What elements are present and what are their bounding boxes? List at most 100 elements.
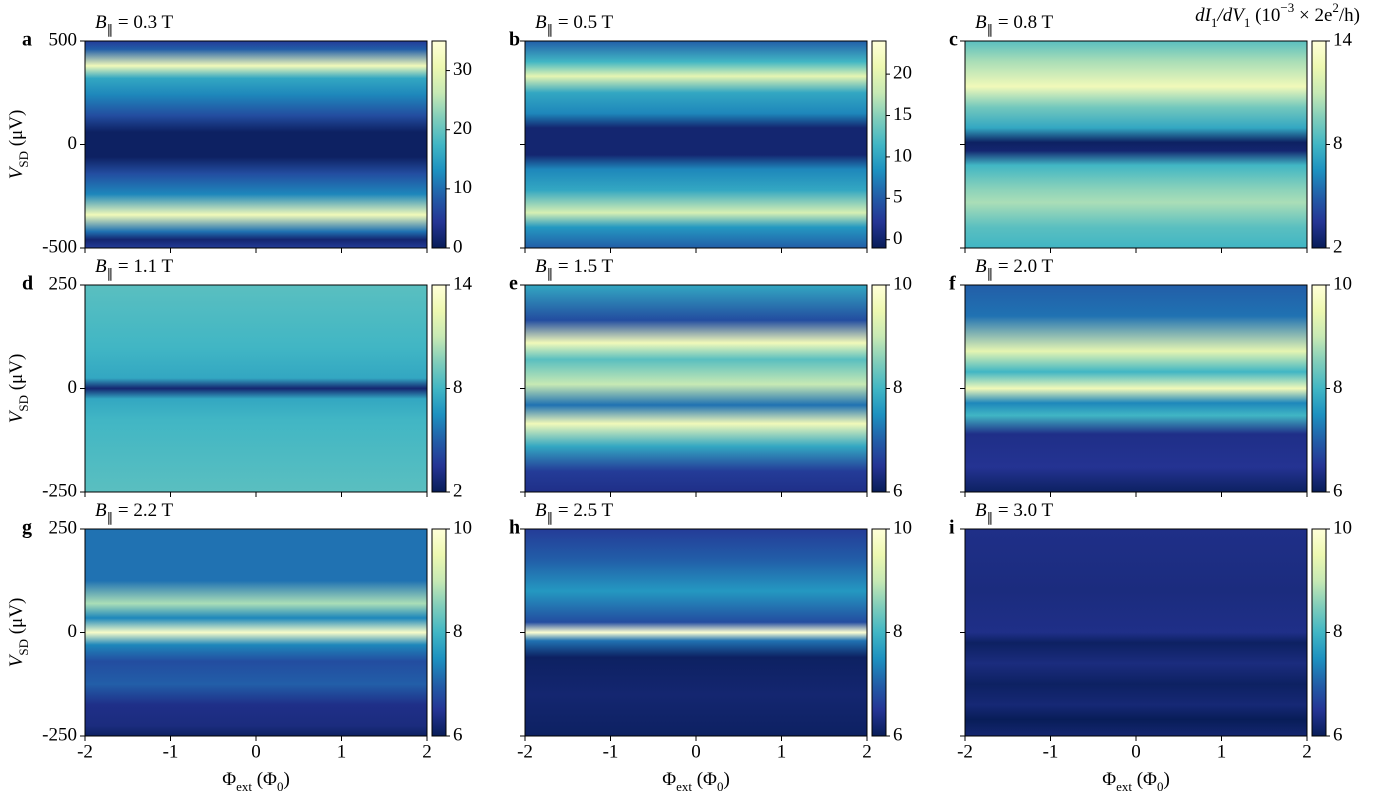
heatmap-image (85, 285, 427, 492)
colorbar-tick-label: 8 (893, 621, 903, 642)
panel: b B∥ = 0.5 T 0 5 10 15 20 (509, 12, 912, 253)
colorbar-tick-label: 10 (1333, 273, 1352, 294)
y-tick-label: 0 (68, 621, 78, 642)
x-tick-label: -1 (1043, 741, 1059, 762)
panel-title: B∥ = 2.0 T (975, 256, 1053, 281)
x-tick-label: 2 (422, 741, 432, 762)
heatmap-image (525, 41, 867, 248)
x-tick-label: 0 (1131, 741, 1141, 762)
y-tick-label: 500 (49, 29, 78, 50)
colorbar (431, 40, 447, 249)
panel-title: B∥ = 0.5 T (535, 12, 613, 37)
colorbar-tick-label: 6 (893, 480, 903, 501)
colorbar-tick-label: 6 (893, 724, 903, 745)
colorbar-tick-label: 6 (1333, 480, 1343, 501)
heatmap-image (965, 529, 1307, 736)
colorbar-tick-label: 10 (453, 517, 472, 538)
panel: -250 0 250 d B∥ = 1.1 T VSD (μV) 2 8 14 (6, 256, 472, 501)
colorbar (871, 284, 887, 493)
y-axis-label: VSD (μV) (6, 598, 31, 668)
x-tick-label: 0 (691, 741, 701, 762)
x-tick-label: 1 (777, 741, 787, 762)
panel-label: h (509, 517, 520, 539)
heatmap-image (85, 529, 427, 736)
x-tick-label: -2 (957, 741, 973, 762)
x-axis-label: Φext (Φ0) (222, 769, 290, 794)
colorbar (1311, 40, 1327, 249)
colorbar-tick-label: 30 (453, 59, 472, 80)
colorbar-tick-label: 8 (453, 621, 463, 642)
panel-label: e (509, 273, 518, 295)
colorbar-tick-label: 0 (893, 228, 903, 249)
panel: c B∥ = 0.8 T dI1/dV1 (10−3 × 2e2/h) 2 8 14 (949, 0, 1360, 257)
colorbar-tick-label: 15 (893, 104, 912, 125)
x-axis-label: Φext (Φ0) (662, 769, 730, 794)
colorbar-tick-label: 2 (1333, 236, 1343, 257)
x-tick-label: -2 (517, 741, 533, 762)
colorbar-tick-label: 10 (453, 177, 472, 198)
colorbar-tick-label: 8 (453, 377, 463, 398)
colorbar-tick-label: 8 (1333, 621, 1343, 642)
colorbar (431, 284, 447, 493)
heatmap-image (525, 285, 867, 492)
colorbar-tick-label: 8 (1333, 133, 1343, 154)
colorbar-tick-label: 14 (1333, 29, 1353, 50)
panel: -2 -1 0 1 2 h B∥ = 2.5 T Φext (Φ0) 6 8 10 (509, 500, 912, 794)
colorbar-label: dI1/dV1 (10−3 × 2e2/h) (1195, 0, 1360, 30)
x-tick-label: 1 (337, 741, 347, 762)
panel-title: B∥ = 2.5 T (535, 500, 613, 525)
colorbar-tick-label: 20 (453, 118, 472, 139)
heatmap-image (85, 41, 427, 248)
panel-label: b (509, 29, 520, 51)
panel-label: i (949, 517, 955, 539)
x-tick-label: 2 (1302, 741, 1312, 762)
panel-title: B∥ = 0.8 T (975, 12, 1053, 37)
x-tick-label: 0 (251, 741, 261, 762)
panel: -2 -1 0 1 2 -250 0 250 g B∥ = 2.2 T VSD (μV) Φext (… (6, 500, 472, 794)
heatmap-image (965, 41, 1307, 248)
colorbar-tick-label: 6 (453, 724, 463, 745)
y-tick-label: 0 (68, 377, 78, 398)
colorbar (1311, 528, 1327, 737)
y-tick-label: -500 (42, 236, 77, 257)
x-tick-label: -1 (603, 741, 619, 762)
panel-title: B∥ = 2.2 T (95, 500, 173, 525)
panel-label: c (949, 29, 958, 51)
x-tick-label: 2 (862, 741, 872, 762)
y-tick-label: -250 (42, 480, 77, 501)
y-tick-label: 0 (68, 133, 78, 154)
colorbar-tick-label: 14 (453, 273, 473, 294)
panel: -2 -1 0 1 2 i B∥ = 3.0 T Φext (Φ0) 6 8 10 (949, 500, 1352, 794)
colorbar-tick-label: 8 (1333, 377, 1343, 398)
x-axis-label: Φext (Φ0) (1102, 769, 1170, 794)
x-tick-label: -2 (77, 741, 93, 762)
colorbar-tick-label: 10 (893, 145, 912, 166)
colorbar (871, 40, 887, 249)
panel-title: B∥ = 3.0 T (975, 500, 1053, 525)
panel-label: g (22, 517, 32, 539)
panel: e B∥ = 1.5 T 6 8 10 (509, 256, 912, 501)
colorbar-tick-label: 10 (1333, 517, 1352, 538)
colorbar-tick-label: 10 (893, 273, 912, 294)
colorbar-tick-label: 0 (453, 236, 463, 257)
colorbar (871, 528, 887, 737)
colorbar-tick-label: 2 (453, 480, 463, 501)
panel-title: B∥ = 1.5 T (535, 256, 613, 281)
panel: f B∥ = 2.0 T 6 8 10 (949, 256, 1352, 501)
y-tick-label: -250 (42, 724, 77, 745)
colorbar-tick-label: 5 (893, 187, 903, 208)
y-axis-label: VSD (μV) (6, 354, 31, 424)
y-tick-label: 250 (49, 273, 78, 294)
x-tick-label: -1 (163, 741, 179, 762)
panel-label: f (949, 273, 956, 295)
colorbar-tick-label: 6 (1333, 724, 1343, 745)
colorbar-tick-label: 20 (893, 62, 912, 83)
panel: -500 0 500 a B∥ = 0.3 T VSD (μV) 0 10 20 30 (6, 12, 472, 257)
colorbar (1311, 284, 1327, 493)
heatmap-image (525, 529, 867, 736)
colorbar-tick-label: 10 (893, 517, 912, 538)
panel-label: a (22, 29, 32, 51)
y-axis-label: VSD (μV) (6, 110, 31, 180)
panel-title: B∥ = 0.3 T (95, 12, 173, 37)
